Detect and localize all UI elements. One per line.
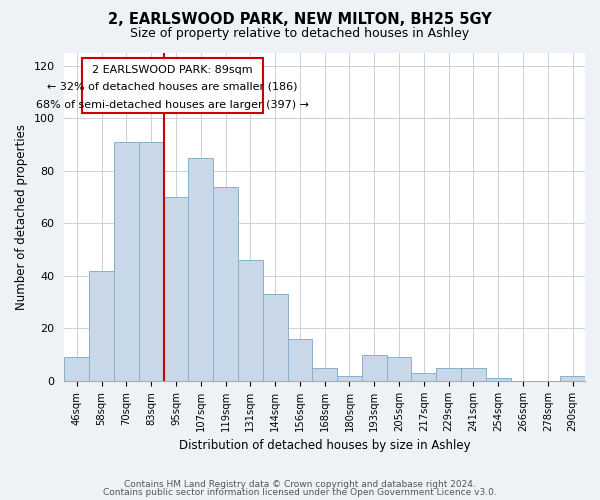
Text: Size of property relative to detached houses in Ashley: Size of property relative to detached ho… bbox=[130, 28, 470, 40]
Bar bbox=[114, 142, 139, 381]
FancyBboxPatch shape bbox=[82, 58, 263, 113]
Bar bbox=[486, 378, 511, 381]
Bar bbox=[287, 339, 313, 381]
Bar bbox=[337, 376, 362, 381]
Text: Contains public sector information licensed under the Open Government Licence v3: Contains public sector information licen… bbox=[103, 488, 497, 497]
Bar bbox=[89, 270, 114, 381]
Bar bbox=[313, 368, 337, 381]
Bar bbox=[64, 358, 89, 381]
Bar bbox=[362, 355, 386, 381]
Bar bbox=[263, 294, 287, 381]
Bar bbox=[188, 158, 213, 381]
X-axis label: Distribution of detached houses by size in Ashley: Distribution of detached houses by size … bbox=[179, 440, 470, 452]
Text: 2 EARLSWOOD PARK: 89sqm: 2 EARLSWOOD PARK: 89sqm bbox=[92, 64, 253, 74]
Bar bbox=[412, 373, 436, 381]
Bar bbox=[560, 376, 585, 381]
Bar bbox=[461, 368, 486, 381]
Bar bbox=[436, 368, 461, 381]
Bar bbox=[386, 358, 412, 381]
Text: 68% of semi-detached houses are larger (397) →: 68% of semi-detached houses are larger (… bbox=[36, 100, 309, 110]
Bar bbox=[164, 197, 188, 381]
Text: 2, EARLSWOOD PARK, NEW MILTON, BH25 5GY: 2, EARLSWOOD PARK, NEW MILTON, BH25 5GY bbox=[108, 12, 492, 28]
Text: Contains HM Land Registry data © Crown copyright and database right 2024.: Contains HM Land Registry data © Crown c… bbox=[124, 480, 476, 489]
Bar bbox=[139, 142, 164, 381]
Bar bbox=[238, 260, 263, 381]
Bar bbox=[213, 186, 238, 381]
Y-axis label: Number of detached properties: Number of detached properties bbox=[15, 124, 28, 310]
Text: ← 32% of detached houses are smaller (186): ← 32% of detached houses are smaller (18… bbox=[47, 82, 298, 92]
